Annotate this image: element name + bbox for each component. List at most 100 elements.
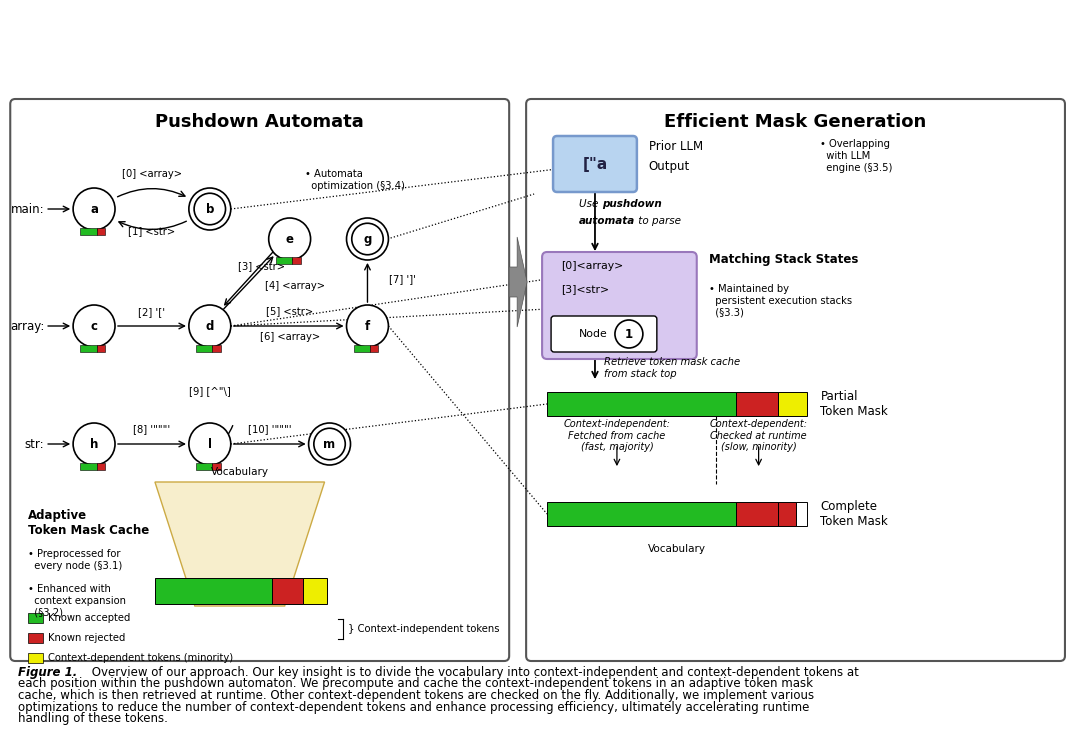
Bar [353,345,370,352]
Text: • Automata
  optimization (§3.4): • Automata optimization (§3.4) [305,169,405,190]
Text: optimizations to reduce the number of context-dependent tokens and enhance proce: optimizations to reduce the number of co… [18,701,810,713]
Bar [737,502,778,526]
Text: Complete
Token Mask: Complete Token Mask [821,500,888,528]
Text: [10] '"""': [10] '"""' [248,424,292,434]
Text: l: l [207,437,212,451]
Text: b: b [205,202,214,216]
Text: [8] '"""': [8] '"""' [133,424,171,434]
Circle shape [73,423,116,465]
Text: c: c [91,319,97,333]
Text: • Overlapping
  with LLM
  engine (§3.5): • Overlapping with LLM engine (§3.5) [821,139,893,173]
Circle shape [189,188,231,230]
Text: [1] <str>: [1] <str> [129,226,176,236]
Text: Node: Node [579,329,608,339]
Text: [9] [^"\]: [9] [^"\] [189,386,231,396]
Text: [5] <str>: [5] <str> [266,306,313,316]
Circle shape [73,305,116,347]
Text: Pushdown Automata: Pushdown Automata [156,113,364,131]
Bar [80,345,96,352]
Circle shape [189,305,231,347]
Bar [778,502,796,526]
Text: Prior LLM: Prior LLM [649,140,703,153]
Text: • Enhanced with
  context expansion
  (§3.2): • Enhanced with context expansion (§3.2) [28,584,126,618]
Bar [302,578,326,604]
Text: g: g [363,233,372,246]
Text: Known accepted: Known accepted [49,613,131,623]
Text: handling of these tokens.: handling of these tokens. [18,712,168,725]
Text: e: e [285,233,294,246]
Text: h: h [90,437,98,451]
Text: [0]<array>: [0]<array> [561,261,623,271]
Circle shape [269,218,311,260]
Bar [28,653,43,663]
Bar [96,228,105,235]
Text: automata: automata [579,216,635,226]
Text: [6] <array>: [6] <array> [259,332,320,342]
Text: • Preprocessed for
  every node (§3.1): • Preprocessed for every node (§3.1) [28,549,122,571]
Text: Adaptive
Token Mask Cache: Adaptive Token Mask Cache [28,509,149,537]
Bar [154,578,272,604]
Polygon shape [154,482,325,606]
Bar [275,257,292,264]
Bar [370,345,378,352]
Text: • Maintained by
  persistent execution stacks
  (§3.3): • Maintained by persistent execution sta… [708,284,852,317]
Bar [213,345,220,352]
Text: f: f [365,319,370,333]
Bar [796,502,807,526]
Text: Context-dependent:
Checked at runtime
(slow, minority): Context-dependent: Checked at runtime (s… [710,419,808,452]
Text: m: m [324,437,336,451]
Bar [80,228,96,235]
Text: a: a [90,202,98,216]
Text: d: d [205,319,214,333]
Text: ["a: ["a [582,156,608,172]
Bar [96,463,105,470]
Bar [292,257,300,264]
Text: [2] '[': [2] '[' [138,307,165,317]
Text: str:: str: [25,437,44,451]
Text: array:: array: [10,319,44,333]
FancyBboxPatch shape [542,252,697,359]
FancyArrow shape [509,237,527,327]
Text: [4] <array>: [4] <array> [265,281,325,291]
Bar [272,578,302,604]
Bar [28,633,43,643]
FancyBboxPatch shape [551,316,657,352]
Text: Retrieve token mask cache
from stack top: Retrieve token mask cache from stack top [604,357,740,379]
FancyBboxPatch shape [526,99,1065,661]
Circle shape [309,423,351,465]
Text: Matching Stack States: Matching Stack States [708,252,859,266]
Bar [195,463,213,470]
Text: [0] <array>: [0] <array> [122,169,181,179]
Text: Partial
Token Mask: Partial Token Mask [821,390,888,418]
Circle shape [347,305,389,347]
Text: Overview of our approach. Our key insight is to divide the vocabulary into conte: Overview of our approach. Our key insigh… [89,666,859,679]
Bar [213,463,220,470]
Circle shape [347,218,389,260]
Text: [3]<str>: [3]<str> [561,284,609,294]
Text: 1: 1 [625,327,633,341]
Text: [7] ']': [7] ']' [390,274,417,284]
Bar [548,502,737,526]
FancyBboxPatch shape [553,136,637,192]
Bar [548,392,737,416]
Bar [195,345,213,352]
Text: [3] <str>: [3] <str> [238,261,285,271]
Text: Output: Output [649,159,690,173]
Bar [737,392,778,416]
Circle shape [615,320,643,348]
Text: Efficient Mask Generation: Efficient Mask Generation [664,113,927,131]
Text: Figure 1.: Figure 1. [18,666,78,679]
Text: Vocabulary: Vocabulary [648,544,706,554]
Text: main:: main: [11,202,44,216]
Text: Vocabulary: Vocabulary [211,467,269,477]
Text: pushdown: pushdown [602,199,662,209]
Bar [778,392,807,416]
FancyBboxPatch shape [10,99,509,661]
Bar [80,463,96,470]
Text: Context-dependent tokens (minority): Context-dependent tokens (minority) [49,653,233,663]
Text: cache, which is then retrieved at runtime. Other context-dependent tokens are ch: cache, which is then retrieved at runtim… [18,689,814,702]
Circle shape [73,188,116,230]
Bar [96,345,105,352]
Circle shape [189,423,231,465]
Text: Context-independent:
Fetched from cache
(fast, majority): Context-independent: Fetched from cache … [564,419,671,452]
